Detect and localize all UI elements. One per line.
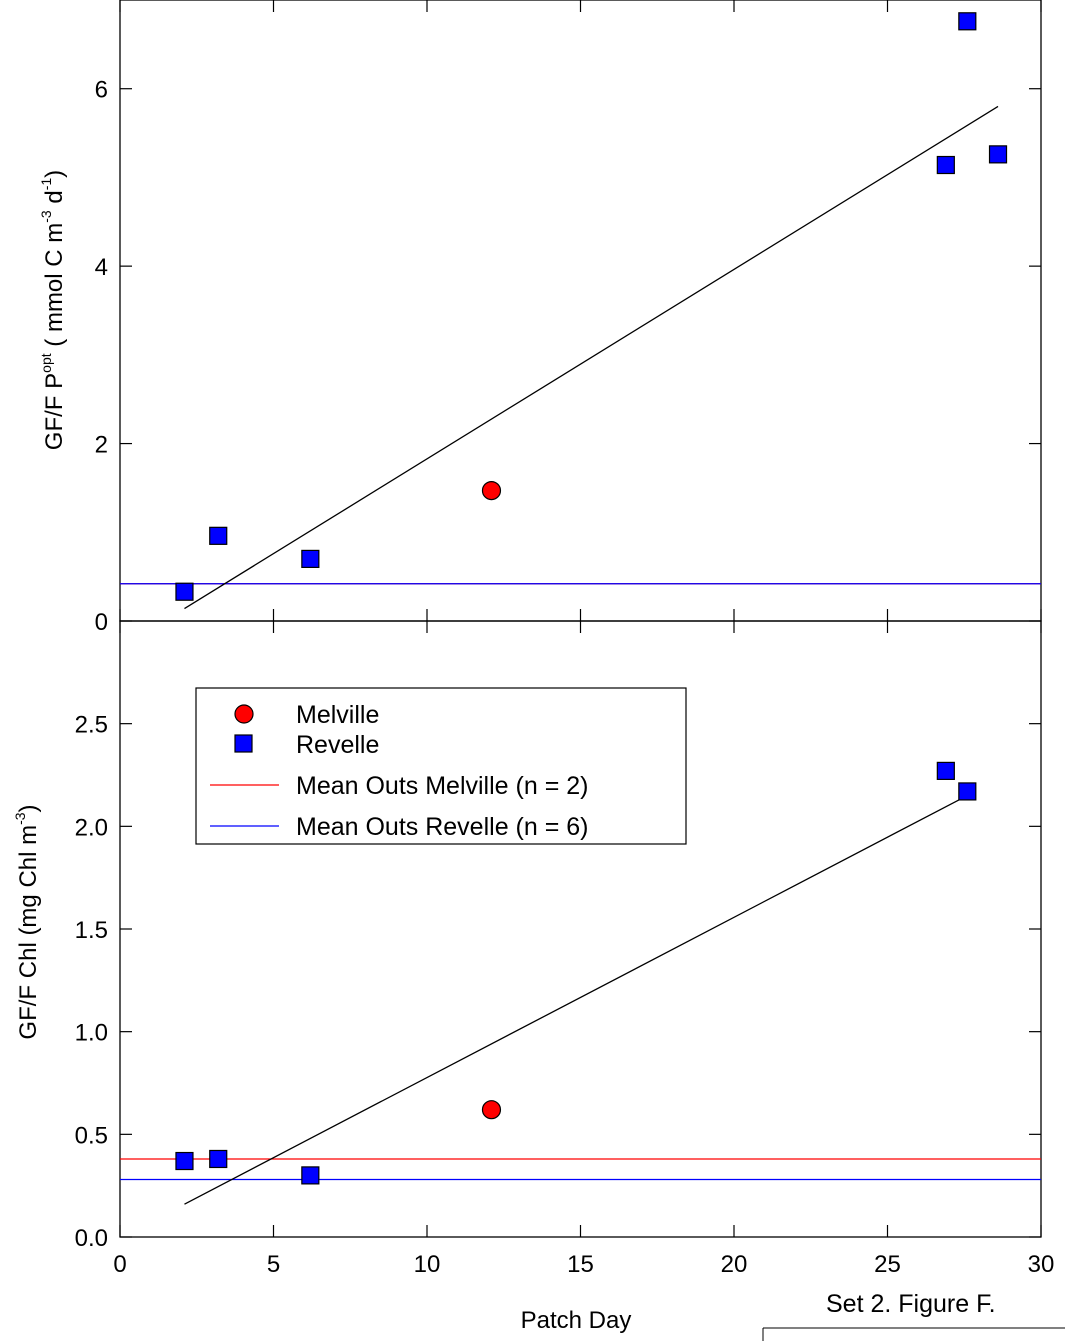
bottom-point-revelle: [958, 782, 977, 801]
bottom-panel: 0 5 10 15 20 25 30 0.0 0.5 1.0 1.5 2.0 2.5 GF/F Chl …: [12, 620, 1055, 1334]
top-y-axis-label: GF/F Popt ( mmol C m-3 d-1): [38, 170, 68, 450]
bottom-point-revelle: [301, 1166, 320, 1185]
bottom-fit-line: [184, 794, 968, 1205]
legend-mean-revelle-label: Mean Outs Revelle (n = 6): [296, 813, 589, 841]
x-axis-label: Patch Day: [521, 1307, 632, 1334]
bottom-x-tick-label: 5: [267, 1251, 280, 1278]
legend-melville-marker: [234, 704, 254, 724]
top-ylabel-prefix: GF/F P: [41, 373, 68, 450]
bottom-point-melville: [481, 1100, 502, 1120]
top-plot-frame: [119, 0, 1042, 622]
top-y-tick-label: 0: [95, 609, 108, 636]
bottom-y-tick-label: 0.5: [75, 1122, 108, 1149]
top-ticks: 0 2 4 6: [95, 0, 1042, 636]
bottom-y-tick-label: 0.0: [75, 1225, 108, 1252]
bottom-data-points: [175, 761, 977, 1185]
bottom-y-axis-label: GF/F Chl (mg Chl m-3): [12, 804, 42, 1039]
legend-revelle-marker: [234, 734, 253, 753]
top-point-revelle: [958, 12, 977, 31]
legend-mean-melville-label: Mean Outs Melville (n = 2): [296, 772, 588, 800]
legend-revelle-label: Revelle: [296, 731, 379, 759]
top-ylabel-unit-b: d: [41, 190, 68, 210]
top-y-tick-label: 6: [95, 77, 108, 104]
bottom-x-tick-label: 30: [1028, 1251, 1055, 1278]
bottom-y-tick-label: 1.0: [75, 1020, 108, 1047]
bottom-x-tick-label: 0: [113, 1251, 126, 1278]
bottom-y-tick-label: 1.5: [75, 917, 108, 944]
bottom-x-tick-label: 10: [414, 1251, 441, 1278]
top-y-tick-label: 4: [95, 254, 108, 281]
bottom-ylabel-prefix: GF/F Chl (mg Chl m: [15, 825, 42, 1040]
top-ylabel-unit-sup2: -1: [38, 178, 54, 191]
top-y-tick-label: 2: [95, 432, 108, 459]
bottom-x-tick-label: 15: [567, 1251, 594, 1278]
bottom-point-revelle: [209, 1149, 228, 1169]
top-regression-line: [184, 105, 999, 610]
legend-melville-label: Melville: [296, 701, 379, 729]
top-point-revelle: [301, 549, 320, 569]
top-point-revelle: [988, 145, 1008, 164]
top-ylabel-sup: opt: [38, 353, 54, 373]
top-panel: 0 2 4 6 GF/F Popt ( mmol C m-3 d-1): [38, 0, 1042, 636]
bottom-x-tick-label: 20: [721, 1251, 748, 1278]
bottom-point-revelle: [175, 1151, 194, 1171]
bottom-reference-lines: [120, 1158, 1041, 1181]
bottom-x-tick-label: 25: [874, 1251, 901, 1278]
top-point-revelle: [936, 155, 955, 175]
bottom-ylabel-sup: -3: [12, 812, 28, 825]
figure-caption: Set 2. Figure F.: [826, 1290, 996, 1318]
bottom-regression-line: [184, 794, 968, 1205]
top-fit-line: [184, 105, 999, 610]
top-ylabel-unit-c: ): [41, 170, 68, 178]
top-data-points: [175, 12, 1008, 601]
top-point-revelle: [175, 582, 194, 601]
top-ylabel-unit-a: ( mmol C m: [41, 223, 68, 354]
top-ylabel-unit-sup1: -3: [38, 210, 54, 223]
bottom-point-revelle: [936, 761, 955, 780]
top-point-melville: [481, 480, 502, 501]
legend-box: [195, 687, 687, 845]
bottom-ylabel-suffix: ): [15, 804, 42, 812]
bottom-y-tick-label: 2.5: [75, 712, 108, 739]
bottom-y-tick-label: 2.0: [75, 814, 108, 841]
legend: Melville Revelle Mean Outs Melville (n =…: [195, 687, 687, 845]
top-point-revelle: [209, 526, 228, 545]
bottom-ticks: 0 5 10 15 20 25 30 0.0 0.5 1.0 1.5 2.0 2.5: [75, 621, 1055, 1278]
